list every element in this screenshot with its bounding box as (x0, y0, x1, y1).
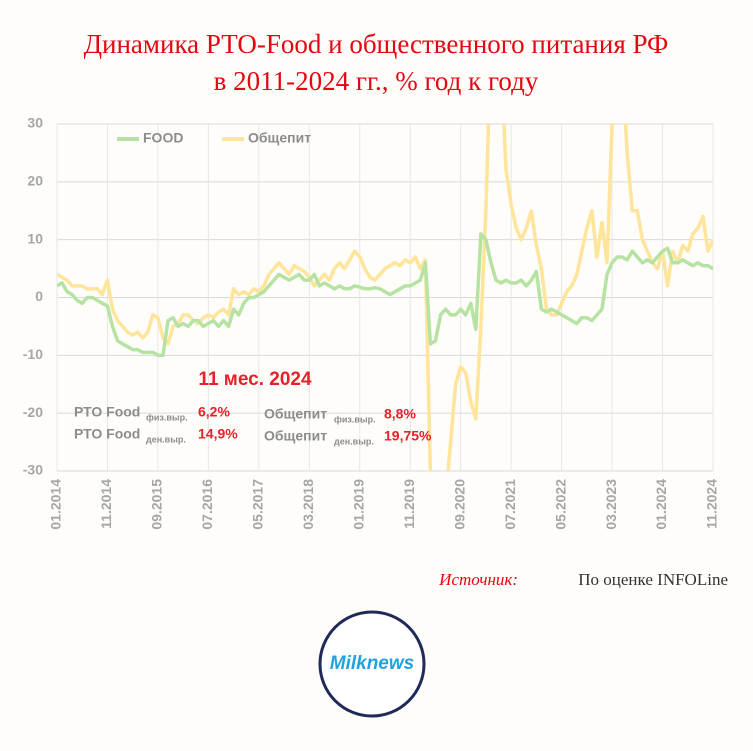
x-tick-label: 07.2016 (199, 479, 215, 530)
x-tick-label: 09.2015 (149, 479, 165, 530)
logo: Milknews (330, 653, 414, 674)
source-text: По оценке INFOLine (578, 570, 728, 589)
y-tick-label: -10 (23, 346, 43, 362)
x-tick-label: 07.2021 (502, 479, 518, 530)
stat-measure: ден.выр. (334, 436, 374, 446)
y-tick-label: 20 (27, 173, 43, 189)
x-tick-label: 01.2019 (350, 479, 366, 530)
x-tick-label: 11.2024 (704, 479, 720, 529)
stat-measure: физ.выр. (146, 412, 188, 422)
stat-value: 6,2% (198, 404, 230, 420)
legend-label: FOOD (143, 130, 183, 146)
stat-measure: ден.выр. (146, 434, 186, 444)
stat-name: Общепит (264, 406, 327, 422)
x-tick-label: 05.2022 (552, 479, 568, 530)
source-label: Источник: (438, 570, 518, 589)
stat-name: РТО Food (74, 426, 140, 442)
x-tick-label: 01.2014 (48, 479, 64, 530)
y-tick-label: -20 (23, 404, 43, 420)
y-tick-label: -30 (23, 462, 43, 478)
y-tick-label: 10 (27, 230, 43, 246)
stat-measure: физ.выр. (334, 414, 376, 424)
chart-title: в 2011-2024 гг., % год к году (214, 66, 539, 96)
y-tick-label: 0 (35, 288, 43, 304)
x-tick-label: 05.2017 (250, 479, 266, 530)
x-tick-label: 11.2019 (401, 479, 417, 529)
x-tick-label: 03.2023 (603, 479, 619, 530)
series-line (57, 232, 713, 358)
x-tick-label: 09.2020 (451, 479, 467, 530)
logo-circle (318, 610, 426, 718)
x-tick-label: 11.2014 (98, 479, 114, 529)
stat-name: РТО Food (74, 404, 140, 420)
y-tick-label: 30 (27, 115, 43, 131)
legend-label: Общепит (248, 130, 311, 146)
x-tick-label: 03.2018 (300, 479, 316, 530)
stat-name: Общепит (264, 428, 327, 444)
stat-value: 8,8% (384, 406, 416, 422)
chart-title: Динамика РТО-Food и общественного питани… (84, 29, 669, 59)
x-tick-label: 01.2024 (653, 479, 669, 530)
stat-value: 19,75% (384, 428, 432, 444)
annotation-period: 11 мес. 2024 (198, 369, 312, 390)
stat-value: 14,9% (198, 426, 238, 442)
